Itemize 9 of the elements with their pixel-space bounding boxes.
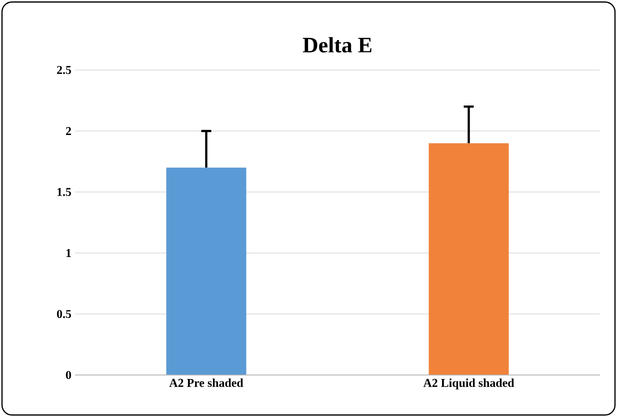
chart-title: Delta E (302, 37, 372, 53)
x-tick-label: A2 Liquid shaded (423, 378, 514, 390)
y-tick-label: 1 (66, 249, 71, 257)
y-tick-label: 0 (66, 370, 72, 380)
y-tick-label: 2 (66, 127, 71, 135)
y-tick-label: 1.5 (57, 188, 72, 196)
y-tick-label: 2.5 (57, 66, 72, 74)
y-tick-label: 0.5 (56, 310, 72, 318)
x-tick-label: A2 Pre shaded (169, 378, 244, 387)
